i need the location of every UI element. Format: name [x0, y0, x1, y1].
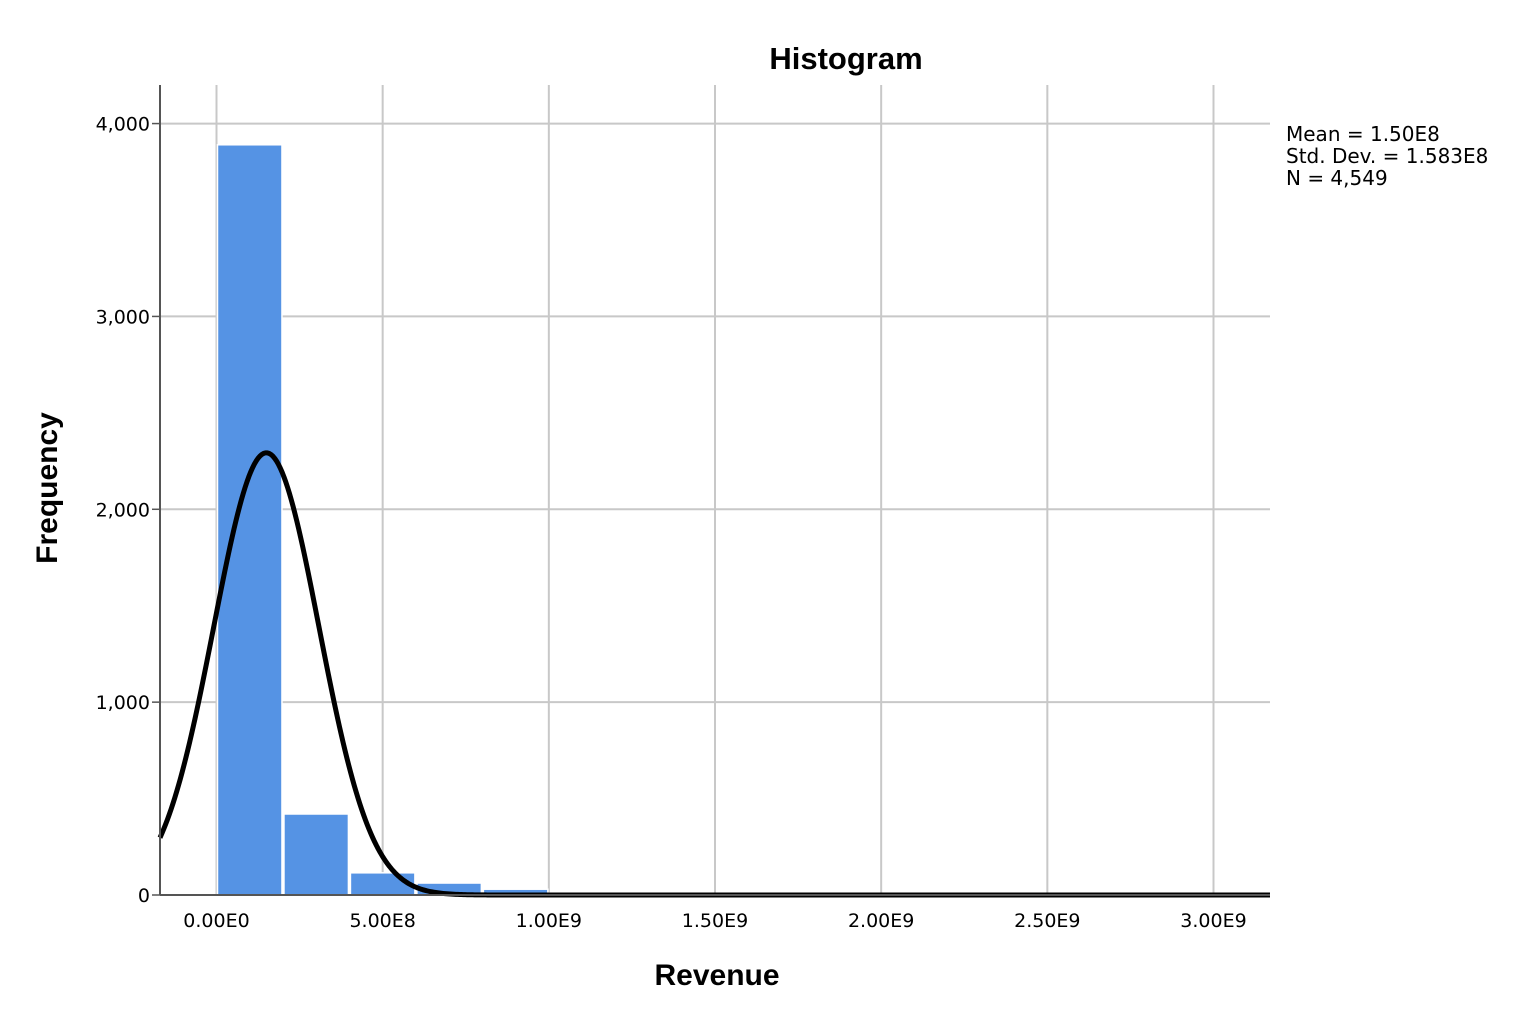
y-tick-label: 3,000 — [96, 306, 150, 328]
stat-std-dev: Std. Dev. = 1.583E8 — [1286, 144, 1488, 168]
tick-labels: 0 1,000 2,000 3,000 4,000 0.00E0 5.00E8 1.00E9 1… — [96, 114, 1247, 932]
axes — [152, 85, 1270, 896]
histogram-bar — [283, 813, 350, 896]
y-axis-title: Frequency — [31, 412, 64, 564]
stats-box: Mean = 1.50E8 Std. Dev. = 1.583E8 N = 4,… — [1286, 122, 1488, 190]
x-tick-label: 2.00E9 — [848, 910, 914, 932]
histogram-bar — [216, 144, 283, 896]
x-tick-label: 2.50E9 — [1014, 910, 1080, 932]
y-tick-label: 1,000 — [96, 692, 150, 714]
histogram-bars — [216, 144, 1214, 896]
x-tick-label: 0.00E0 — [183, 910, 249, 932]
x-axis-title: Revenue — [654, 959, 779, 992]
x-tick-label: 5.00E8 — [349, 910, 415, 932]
y-tick-label: 0 — [138, 885, 150, 907]
grid — [160, 85, 1270, 895]
y-tick-label: 4,000 — [96, 114, 150, 136]
stat-mean: Mean = 1.50E8 — [1286, 122, 1440, 146]
x-tick-label: 1.00E9 — [516, 910, 582, 932]
x-tick-label: 1.50E9 — [682, 910, 748, 932]
stat-n: N = 4,549 — [1286, 166, 1388, 190]
chart-title: Histogram — [769, 41, 922, 76]
y-tick-label: 2,000 — [96, 499, 150, 521]
x-tick-label: 3.00E9 — [1180, 910, 1246, 932]
